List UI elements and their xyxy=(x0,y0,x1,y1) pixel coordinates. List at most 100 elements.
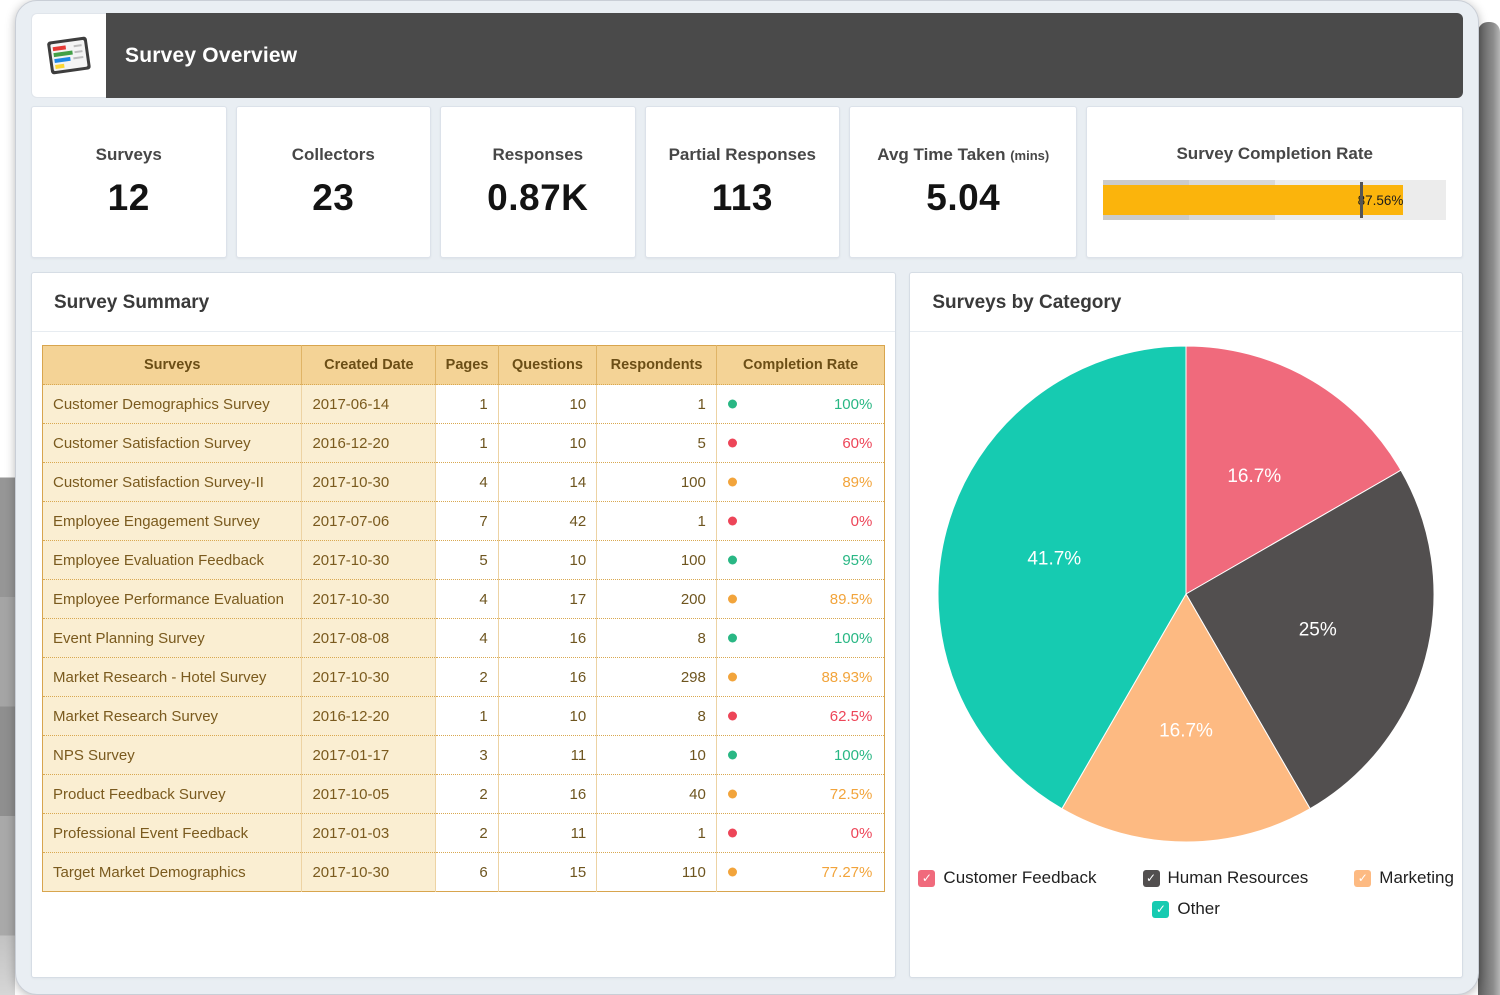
table-cell: Customer Satisfaction Survey-II xyxy=(43,463,302,502)
app-header: Survey Overview xyxy=(31,13,1463,98)
table-row[interactable]: Market Research - Hotel Survey2017-10-30… xyxy=(43,658,885,697)
table-row[interactable]: Professional Event Feedback2017-01-03211… xyxy=(43,814,885,853)
table-cell: 2017-10-05 xyxy=(302,775,436,814)
legend-checkbox-icon[interactable]: ✓ xyxy=(1152,901,1169,918)
pie-chart: 16.7%25%16.7%41.7% xyxy=(928,342,1444,854)
table-cell: Employee Performance Evaluation xyxy=(43,580,302,619)
status-dot-icon xyxy=(728,673,737,682)
table-cell: 2017-10-30 xyxy=(302,580,436,619)
survey-summary-table-wrap: SurveysCreated DatePagesQuestionsRespond… xyxy=(32,332,895,902)
kpi-label: Surveys xyxy=(96,145,162,165)
legend-label: Other xyxy=(1177,899,1220,919)
table-cell: 11 xyxy=(498,814,597,853)
legend-item-human-resources[interactable]: ✓Human Resources xyxy=(1143,868,1309,888)
column-header-created-date[interactable]: Created Date xyxy=(302,346,436,385)
column-header-surveys[interactable]: Surveys xyxy=(43,346,302,385)
table-row[interactable]: Market Research Survey2016-12-20110862.5… xyxy=(43,697,885,736)
table-cell: 2017-07-06 xyxy=(302,502,436,541)
table-cell: 10 xyxy=(498,697,597,736)
column-header-questions[interactable]: Questions xyxy=(498,346,597,385)
table-cell: 2016-12-20 xyxy=(302,697,436,736)
table-cell: 10 xyxy=(498,424,597,463)
table-cell: NPS Survey xyxy=(43,736,302,775)
table-row[interactable]: Employee Performance Evaluation2017-10-3… xyxy=(43,580,885,619)
status-dot-icon xyxy=(728,790,737,799)
table-cell: 2 xyxy=(436,814,498,853)
legend-checkbox-icon[interactable]: ✓ xyxy=(1143,870,1160,887)
table-cell: 10 xyxy=(498,385,597,424)
status-dot-icon xyxy=(728,478,737,487)
table-cell: 2017-06-14 xyxy=(302,385,436,424)
table-row[interactable]: Customer Satisfaction Survey-II2017-10-3… xyxy=(43,463,885,502)
status-dot-icon xyxy=(728,439,737,448)
completion-rate-cell: 62.5% xyxy=(716,697,885,736)
table-row[interactable]: Customer Demographics Survey2017-06-1411… xyxy=(43,385,885,424)
table-cell: Professional Event Feedback xyxy=(43,814,302,853)
column-header-respondents[interactable]: Respondents xyxy=(597,346,717,385)
table-cell: 1 xyxy=(597,385,717,424)
completion-rate-cell: 72.5% xyxy=(716,775,885,814)
table-cell: 10 xyxy=(498,541,597,580)
table-cell: 5 xyxy=(597,424,717,463)
legend-checkbox-icon[interactable]: ✓ xyxy=(918,870,935,887)
status-dot-icon xyxy=(728,400,737,409)
status-dot-icon xyxy=(728,751,737,760)
legend-item-other[interactable]: ✓ Other xyxy=(1152,899,1220,919)
table-cell: Employee Engagement Survey xyxy=(43,502,302,541)
table-row[interactable]: Employee Engagement Survey2017-07-067421… xyxy=(43,502,885,541)
background-page-right-edge xyxy=(1478,22,1500,995)
kpi-value: 12 xyxy=(108,177,150,219)
pie-slice-label: 16.7% xyxy=(1227,466,1281,487)
table-cell: 4 xyxy=(436,619,498,658)
page-title: Survey Overview xyxy=(125,44,297,68)
kpi-label: Avg Time Taken (mins) xyxy=(877,145,1049,165)
table-row[interactable]: Product Feedback Survey2017-10-052164072… xyxy=(43,775,885,814)
legend-row-2: ✓ Other xyxy=(910,899,1462,919)
table-cell: 2017-10-30 xyxy=(302,463,436,502)
kpi-row: Surveys 12 Collectors 23 Responses 0.87K… xyxy=(31,106,1463,258)
status-dot-icon xyxy=(728,634,737,643)
column-header-pages[interactable]: Pages xyxy=(436,346,498,385)
table-cell: 16 xyxy=(498,775,597,814)
table-row[interactable]: Employee Evaluation Feedback2017-10-3051… xyxy=(43,541,885,580)
kpi-label: Survey Completion Rate xyxy=(1176,144,1373,164)
table-cell: 11 xyxy=(498,736,597,775)
table-row[interactable]: Customer Satisfaction Survey2016-12-2011… xyxy=(43,424,885,463)
kpi-value: 0.87K xyxy=(487,177,588,219)
table-cell: 2017-10-30 xyxy=(302,658,436,697)
table-cell: Market Research - Hotel Survey xyxy=(43,658,302,697)
kpi-value: 23 xyxy=(312,177,354,219)
table-cell: Employee Evaluation Feedback xyxy=(43,541,302,580)
bullet-fill-bar: 87.56% xyxy=(1103,185,1403,215)
completion-rate-bullet-chart: 87.56% xyxy=(1103,180,1446,220)
surveys-by-category-panel: Surveys by Category 16.7%25%16.7%41.7% ✓… xyxy=(909,272,1463,978)
table-cell: 8 xyxy=(597,619,717,658)
pie-slice-label: 41.7% xyxy=(1027,549,1081,570)
table-cell: Event Planning Survey xyxy=(43,619,302,658)
status-dot-icon xyxy=(728,829,737,838)
table-cell: 3 xyxy=(436,736,498,775)
table-cell: 8 xyxy=(597,697,717,736)
legend-item-customer-feedback[interactable]: ✓Customer Feedback xyxy=(918,868,1096,888)
pie-chart-title: Surveys by Category xyxy=(910,273,1462,332)
bullet-value-label: 87.56% xyxy=(1358,193,1404,208)
status-dot-icon xyxy=(728,868,737,877)
table-header-row: SurveysCreated DatePagesQuestionsRespond… xyxy=(43,346,885,385)
legend-checkbox-icon[interactable]: ✓ xyxy=(1354,870,1371,887)
table-cell: 200 xyxy=(597,580,717,619)
column-header-completion-rate[interactable]: Completion Rate xyxy=(716,346,885,385)
table-cell: Target Market Demographics xyxy=(43,853,302,892)
completion-rate-cell: 100% xyxy=(716,385,885,424)
table-row[interactable]: Event Planning Survey2017-08-084168100% xyxy=(43,619,885,658)
kpi-card-partial-responses: Partial Responses 113 xyxy=(645,106,841,258)
bullet-target-marker xyxy=(1360,182,1363,218)
table-cell: Market Research Survey xyxy=(43,697,302,736)
kpi-card-collectors: Collectors 23 xyxy=(236,106,432,258)
pie-slice-label: 25% xyxy=(1299,619,1337,640)
completion-rate-cell: 100% xyxy=(716,619,885,658)
table-row[interactable]: NPS Survey2017-01-1731110100% xyxy=(43,736,885,775)
table-cell: 16 xyxy=(498,658,597,697)
table-cell: Product Feedback Survey xyxy=(43,775,302,814)
table-row[interactable]: Target Market Demographics2017-10-306151… xyxy=(43,853,885,892)
legend-item-marketing[interactable]: ✓Marketing xyxy=(1354,868,1454,888)
